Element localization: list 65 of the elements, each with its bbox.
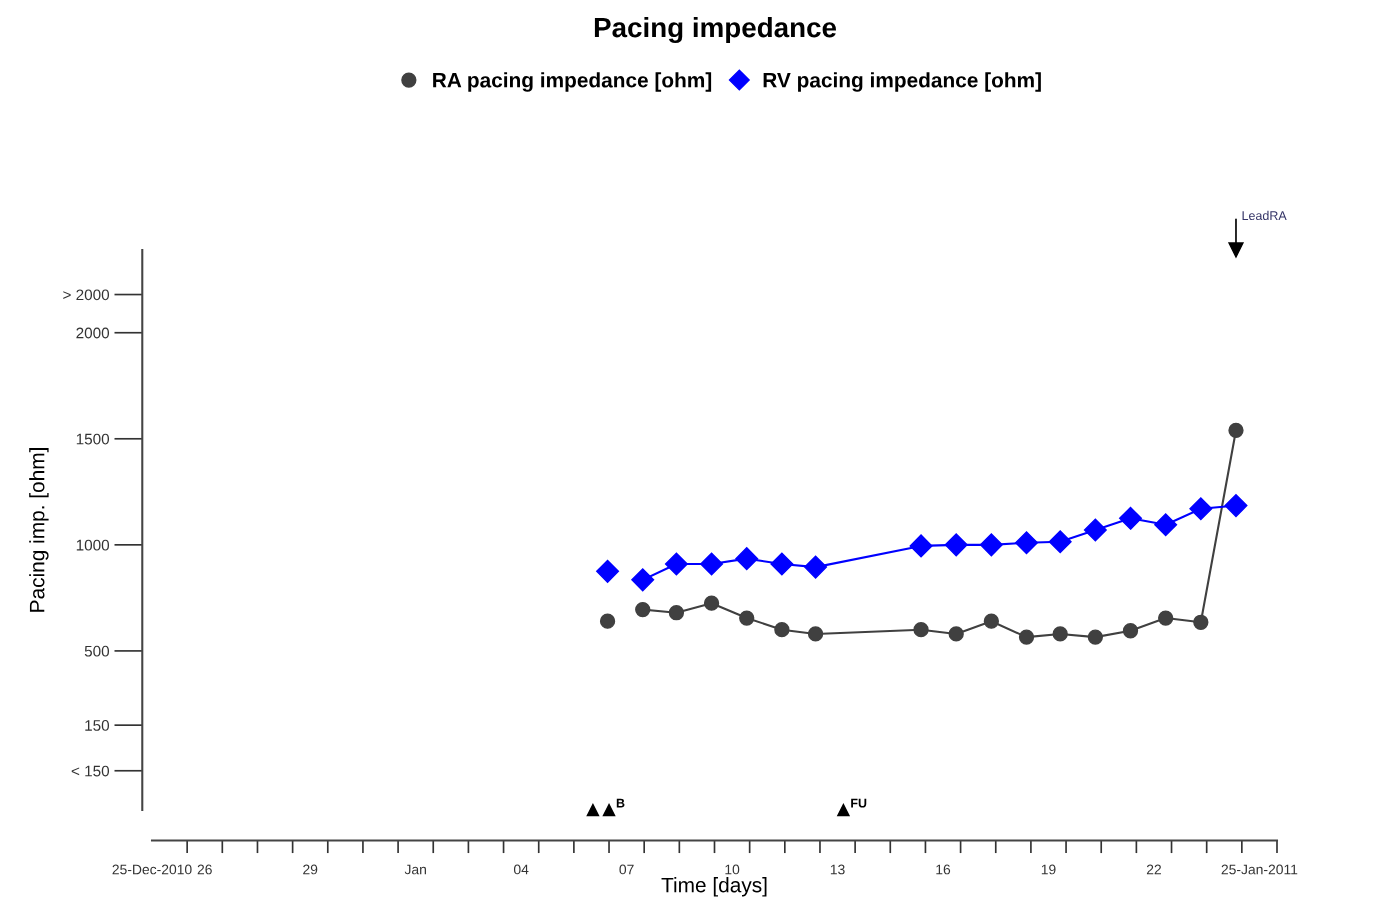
point [635, 601, 651, 618]
y-tick-label: > 2000 [63, 289, 110, 301]
x-tick-label: 25-Jan-2011 [1221, 864, 1298, 875]
x-tick-label: 07 [619, 864, 634, 875]
point [668, 605, 685, 621]
point [1122, 623, 1139, 639]
point [1048, 530, 1072, 554]
y-tick-label: 1500 [76, 433, 110, 445]
x-tick-label: 19 [1041, 864, 1056, 875]
point [1015, 531, 1039, 555]
point [909, 534, 933, 558]
y-tick-label: < 150 [71, 765, 110, 777]
chart-title: Pacing impedance [594, 16, 837, 44]
point [804, 555, 828, 579]
point [1228, 242, 1244, 258]
point [1224, 494, 1248, 518]
point [1083, 518, 1107, 542]
point [1154, 513, 1178, 537]
point [703, 595, 720, 611]
y-tick-label: 150 [85, 720, 110, 731]
point [913, 622, 929, 638]
point [631, 568, 655, 592]
y-axis-title: Pacing imp. [ohm] [29, 448, 49, 612]
data-label: FU [851, 798, 867, 808]
x-tick-label: 13 [830, 864, 845, 875]
x-tick-label: 10 [725, 864, 740, 875]
y-tick-label: 1000 [76, 539, 110, 551]
point [944, 533, 968, 557]
point [596, 559, 620, 583]
point [735, 547, 759, 571]
x-tick-label: Jan [404, 864, 426, 875]
point [807, 626, 824, 642]
x-tick-label: 25-Dec-2010 [112, 864, 192, 875]
point [739, 610, 755, 626]
point [1228, 422, 1244, 438]
x-tick-label: 22 [1146, 864, 1161, 875]
x-axis-title: Time [days] [661, 877, 767, 897]
point [602, 803, 616, 817]
point [837, 803, 850, 817]
x-tick-label: 26 [197, 864, 212, 875]
point [1189, 497, 1213, 521]
legend-label: RV pacing impedance [ohm] [763, 72, 1041, 92]
x-tick-label: 29 [303, 864, 318, 875]
point [1119, 506, 1143, 530]
point [770, 552, 794, 576]
y-tick-label: 500 [84, 645, 110, 657]
y-tick-label: 2000 [76, 327, 110, 339]
point [664, 552, 688, 576]
x-tick-label: 04 [513, 864, 529, 875]
legend-label: RA pacing impedance [ohm] [433, 72, 712, 92]
point [774, 622, 790, 638]
point [700, 552, 724, 576]
point [948, 626, 964, 642]
point [1193, 614, 1209, 630]
point [599, 613, 616, 629]
data-label: B [616, 798, 625, 808]
point [586, 803, 600, 817]
x-tick-label: 16 [936, 864, 951, 875]
point [979, 533, 1003, 557]
point [1018, 629, 1035, 645]
point [1158, 610, 1174, 626]
point [1087, 629, 1103, 645]
point [983, 613, 999, 629]
data-label: LeadRA [1242, 210, 1287, 221]
point [1052, 626, 1068, 642]
